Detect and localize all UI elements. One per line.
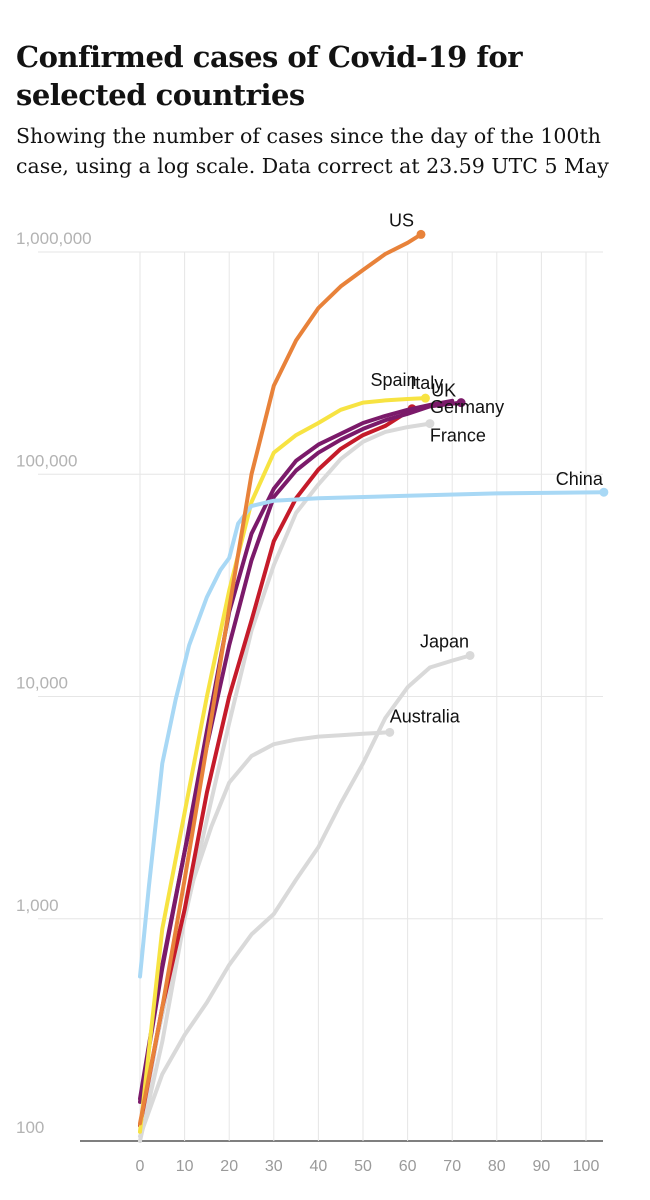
x-tick-label: 100 xyxy=(573,1158,600,1175)
x-tick-label: 60 xyxy=(399,1158,417,1175)
y-tick-label: 100 xyxy=(16,1118,44,1137)
series-line-japan xyxy=(138,653,472,1139)
y-axis: 100 1,000 10,000 100,000 1,000,000 xyxy=(16,229,92,1137)
x-tick-label: 20 xyxy=(220,1158,238,1175)
endpoint-japan xyxy=(465,650,475,660)
y-tick-label: 100,000 xyxy=(16,451,77,470)
endpoint-france xyxy=(425,419,435,429)
label-italy: Italy xyxy=(410,373,443,393)
label-china: China xyxy=(556,469,604,489)
x-axis: 0 10 20 30 40 50 60 70 80 90 100 xyxy=(136,1158,600,1175)
endpoint-australia xyxy=(385,727,395,737)
series-line-germany xyxy=(138,406,415,1128)
series-line-spain xyxy=(138,396,428,1134)
label-us: US xyxy=(389,210,414,230)
label-france: France xyxy=(430,426,486,446)
label-spain: Spain xyxy=(370,370,416,390)
y-tick-label: 1,000 xyxy=(16,896,59,915)
grid xyxy=(38,251,603,1142)
endpoint-us xyxy=(416,229,426,239)
x-tick-label: 0 xyxy=(136,1158,145,1175)
label-uk: UK xyxy=(431,381,456,401)
x-tick-label: 70 xyxy=(443,1158,461,1175)
endpoint-spain xyxy=(420,393,430,403)
x-tick-label: 50 xyxy=(354,1158,372,1175)
label-germany: Germany xyxy=(430,397,504,417)
series-line-italy xyxy=(138,398,455,1101)
chart-title: Confirmed cases of Covid-19 for selected… xyxy=(16,40,523,112)
series-line-china xyxy=(138,490,606,979)
series-line-france xyxy=(138,421,432,1143)
endpoint-uk xyxy=(456,398,466,408)
chart-subtitle: Showing the number of cases since the da… xyxy=(16,124,609,178)
endpoint-china xyxy=(599,487,609,497)
series-lines xyxy=(138,229,609,1143)
label-australia: Australia xyxy=(390,706,461,726)
y-tick-label: 1,000,000 xyxy=(16,229,92,248)
label-japan: Japan xyxy=(420,631,469,651)
x-tick-label: 90 xyxy=(533,1158,551,1175)
x-tick-label: 30 xyxy=(265,1158,283,1175)
x-tick-label: 40 xyxy=(310,1158,328,1175)
series-line-us xyxy=(138,232,423,1126)
x-tick-label: 10 xyxy=(176,1158,194,1175)
x-tick-label: 80 xyxy=(488,1158,506,1175)
y-tick-label: 10,000 xyxy=(16,674,68,693)
